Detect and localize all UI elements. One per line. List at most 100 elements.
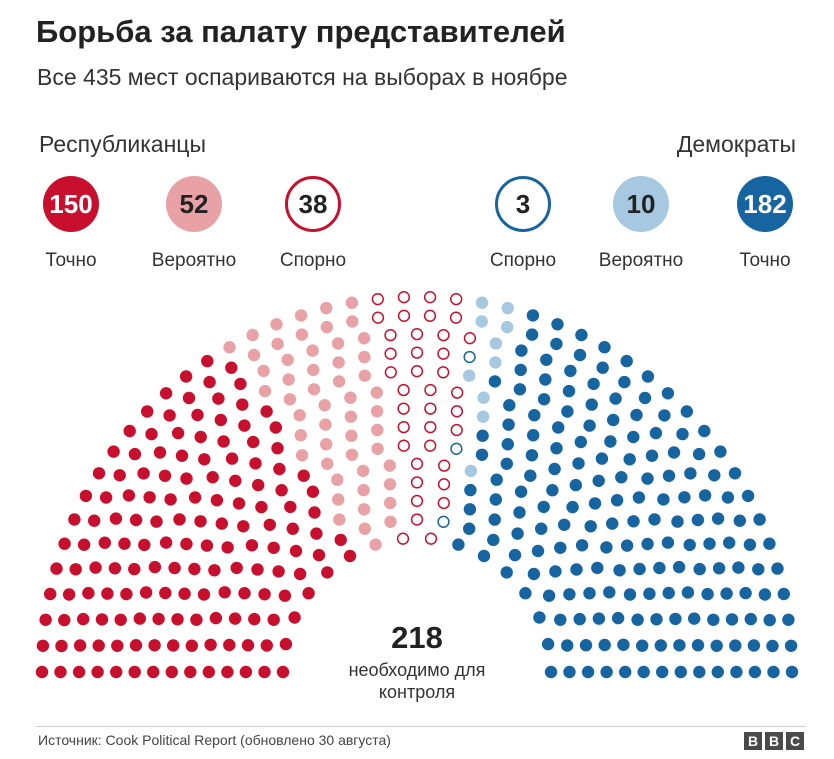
seat-dot bbox=[514, 485, 528, 498]
seat-dot bbox=[501, 438, 514, 451]
seat-dot bbox=[147, 665, 160, 679]
seat-dot bbox=[744, 612, 757, 626]
bbc-logo-letter: C bbox=[786, 732, 804, 750]
seat-dot bbox=[540, 353, 553, 366]
seat-dot bbox=[92, 467, 106, 480]
seat-dot bbox=[185, 639, 198, 652]
seat-dot-tossup bbox=[424, 420, 437, 434]
seat-dot bbox=[171, 613, 184, 626]
seat-dot bbox=[653, 561, 666, 575]
seat-dot bbox=[566, 500, 579, 514]
seat-dot bbox=[554, 613, 567, 626]
seat-dot bbox=[514, 363, 527, 377]
seat-dot bbox=[321, 566, 334, 579]
seat-dot-tossup bbox=[450, 292, 463, 306]
seat-dot bbox=[729, 639, 742, 652]
seat-dot bbox=[89, 561, 102, 574]
seat-dot-tossup bbox=[438, 459, 451, 472]
seat-dot bbox=[711, 512, 725, 525]
seat-dot bbox=[463, 522, 476, 535]
seat-dot bbox=[609, 392, 622, 405]
seat-dot bbox=[627, 515, 640, 528]
seat-dot bbox=[541, 637, 555, 651]
seat-dot bbox=[225, 361, 238, 374]
seat-dot bbox=[241, 639, 255, 652]
seat-dot bbox=[641, 370, 655, 383]
footer-divider bbox=[36, 726, 806, 727]
seat-dot bbox=[234, 377, 247, 391]
seat-dot bbox=[544, 665, 558, 679]
seat-dot bbox=[515, 344, 528, 357]
seat-dot bbox=[334, 533, 347, 547]
seat-dot bbox=[229, 474, 242, 487]
seat-dot bbox=[692, 447, 706, 461]
seat-dot bbox=[281, 353, 294, 366]
seat-dot bbox=[163, 409, 176, 422]
seat-dot-tossup bbox=[423, 291, 437, 304]
seat-dot bbox=[206, 471, 219, 484]
seat-dot bbox=[643, 587, 656, 600]
seat-dot bbox=[288, 611, 301, 624]
seat-dot bbox=[230, 561, 243, 575]
seat-dot bbox=[184, 665, 197, 679]
seat-dot bbox=[688, 612, 701, 625]
rep-likely-label: Вероятно bbox=[151, 250, 237, 271]
seat-dot bbox=[295, 328, 309, 341]
seat-dot bbox=[596, 361, 609, 374]
seat-dot bbox=[637, 665, 650, 679]
seat-dot bbox=[619, 665, 632, 679]
seat-dot-tossup bbox=[397, 309, 411, 322]
seat-dot bbox=[370, 386, 383, 399]
seat-dot bbox=[712, 562, 726, 575]
seat-dot-tossup bbox=[410, 457, 424, 470]
seat-dot bbox=[107, 445, 120, 458]
seat-dot bbox=[99, 491, 113, 504]
seat-dot bbox=[371, 442, 384, 455]
seat-dot bbox=[574, 435, 587, 449]
seat-dot bbox=[763, 613, 776, 627]
majority-number: 218 bbox=[391, 620, 443, 655]
seat-dot bbox=[611, 611, 625, 625]
seat-dot bbox=[714, 445, 727, 458]
bbc-logo-letter: B bbox=[744, 732, 762, 750]
seat-dot bbox=[490, 473, 503, 486]
seat-dot bbox=[501, 320, 514, 334]
seat-dot bbox=[218, 586, 231, 599]
seat-dot bbox=[209, 611, 223, 625]
seat-dot bbox=[743, 538, 757, 551]
seat-dot-tossup bbox=[410, 346, 424, 359]
seat-dot bbox=[588, 497, 602, 510]
seat-dot bbox=[623, 453, 636, 466]
seat-dot bbox=[630, 408, 643, 422]
seat-dot-tossup bbox=[450, 405, 464, 418]
seat-dot-tossup bbox=[410, 365, 424, 378]
seat-dot-tossup bbox=[437, 478, 451, 491]
seat-dot bbox=[678, 491, 691, 504]
seat-dot bbox=[294, 429, 307, 442]
seat-dot bbox=[598, 638, 611, 652]
seat-dot bbox=[217, 435, 230, 448]
seat-dot bbox=[320, 438, 333, 451]
seat-dot bbox=[267, 613, 280, 626]
seat-dot bbox=[284, 500, 297, 514]
seat-dot bbox=[600, 665, 613, 679]
seat-dot bbox=[237, 520, 250, 533]
seat-dot bbox=[247, 348, 261, 362]
seat-dot bbox=[562, 384, 576, 398]
seat-dot bbox=[672, 560, 686, 574]
seat-dot bbox=[272, 565, 285, 578]
seat-dot bbox=[271, 337, 284, 351]
seat-dot bbox=[581, 665, 595, 679]
seat-dot bbox=[561, 405, 574, 418]
seat-dot bbox=[730, 665, 743, 679]
seat-dot bbox=[36, 639, 50, 652]
seat-dot bbox=[54, 665, 67, 679]
seat-dot bbox=[503, 399, 516, 412]
seat-dot bbox=[607, 413, 620, 427]
seat-dot bbox=[732, 561, 745, 574]
seat-dot bbox=[384, 515, 397, 528]
chart-title: Борьба за палату представителей bbox=[36, 14, 566, 49]
dem-tossup-count: 3 bbox=[495, 176, 551, 232]
seat-dot bbox=[62, 588, 76, 601]
seat-dot bbox=[554, 541, 567, 554]
